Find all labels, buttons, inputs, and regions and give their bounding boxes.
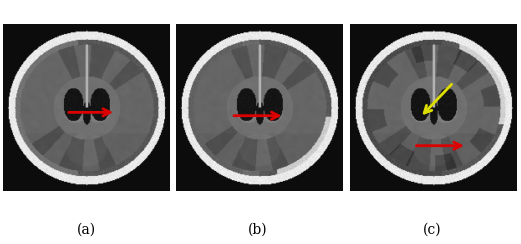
Text: (c): (c) <box>423 223 442 237</box>
Text: (a): (a) <box>77 223 95 237</box>
Text: (b): (b) <box>248 223 268 237</box>
